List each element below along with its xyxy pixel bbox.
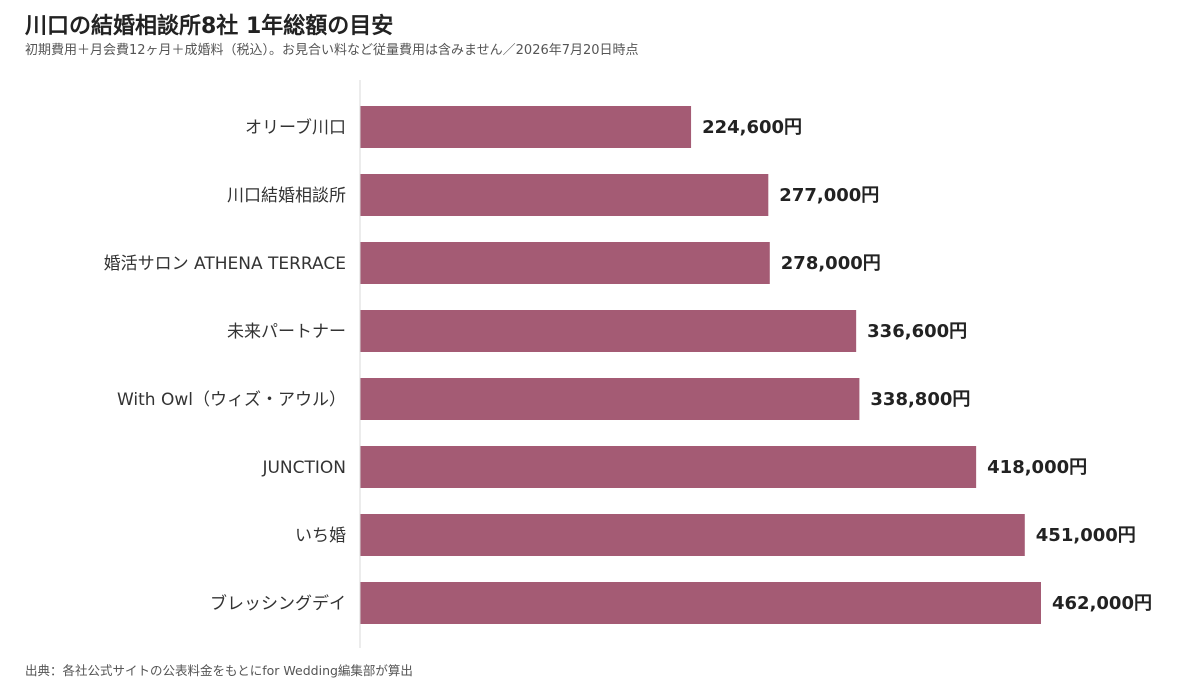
category-label: With Owl（ウィズ・アウル） bbox=[117, 390, 346, 410]
value-label: 278,000円 bbox=[781, 253, 881, 274]
bar-4 bbox=[360, 310, 857, 352]
value-label: 336,600円 bbox=[867, 321, 967, 342]
source-note: 出典：各社公式サイトの公表料金をもとにfor Wedding編集部が算出 bbox=[25, 663, 413, 678]
bar-2 bbox=[360, 174, 769, 216]
category-label: 未来パートナー bbox=[227, 322, 346, 342]
category-label: ブレッシングデイ bbox=[210, 593, 346, 614]
category-label: オリーブ川口 bbox=[245, 117, 346, 138]
value-label: 338,800円 bbox=[870, 389, 970, 410]
bar-8 bbox=[360, 582, 1041, 624]
chart-subtitle: 初期費用＋月会費12ヶ月＋成婚料（税込）。お見合い料など従量費用は含みません／2… bbox=[25, 43, 639, 58]
value-label: 451,000円 bbox=[1036, 525, 1136, 546]
bar-1 bbox=[360, 106, 692, 148]
value-label: 462,000円 bbox=[1052, 593, 1152, 614]
bar-7 bbox=[360, 514, 1025, 556]
value-label: 224,600円 bbox=[702, 117, 802, 138]
category-label: JUNCTION bbox=[261, 458, 346, 478]
chart-title: 川口の結婚相談所8社 1年総額の目安 bbox=[25, 14, 394, 39]
bars-group bbox=[360, 106, 1041, 624]
category-label: いち婚 bbox=[295, 526, 346, 546]
category-label: 川口結婚相談所 bbox=[227, 186, 346, 206]
bar-5 bbox=[360, 378, 860, 420]
value-label: 277,000円 bbox=[779, 185, 879, 206]
value-label: 418,000円 bbox=[987, 457, 1087, 478]
bar-6 bbox=[360, 446, 977, 488]
category-label: 婚活サロン ATHENA TERRACE bbox=[104, 254, 346, 274]
bar-3 bbox=[360, 242, 770, 284]
